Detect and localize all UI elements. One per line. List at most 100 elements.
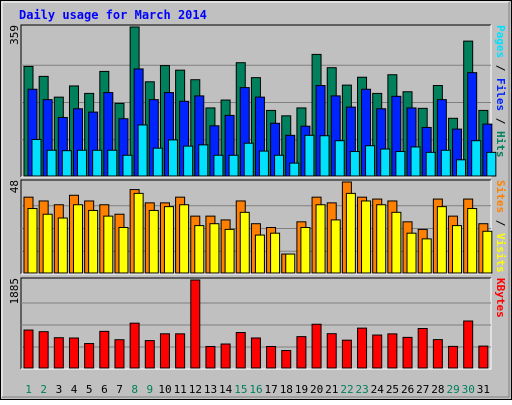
panel-edge-light-kbytes [21,278,492,370]
bar-sites-29 [452,225,463,274]
bar-sites-20 [315,204,326,274]
bar-kbytes-29 [448,345,459,369]
bar-pages-15 [243,142,254,177]
bar-kbytes-14 [220,343,231,369]
bar-pages-19 [304,134,315,177]
x-tick-22: 22 [340,383,353,396]
x-tick-31: 31 [477,383,490,396]
bar-kbytes-27 [417,328,428,369]
bar-kbytes-18 [281,350,292,369]
bar-pages-8 [137,124,148,177]
bar-pages-30 [471,140,482,177]
x-tick-30: 30 [462,383,475,396]
panel-edge-dark-hits [20,24,491,177]
bar-sites-3 [57,217,68,274]
bar-sites-21 [330,219,341,274]
bar-sites-12 [194,225,205,274]
series-sites [27,192,493,274]
x-tick-17: 17 [265,383,278,396]
bar-kbytes-12 [190,279,201,369]
bar-sites-26 [406,232,417,274]
x-tick-19: 19 [295,383,308,396]
bar-kbytes-10 [159,333,170,369]
x-tick-26: 26 [401,383,414,396]
x-tick-18: 18 [280,383,293,396]
bar-kbytes-26 [402,336,413,369]
x-tick-6: 6 [101,383,108,396]
bar-kbytes-16 [250,337,261,369]
bar-sites-23 [361,200,372,274]
x-tick-12: 12 [189,383,202,396]
bar-sites-27 [421,238,432,274]
bar-sites-8 [133,192,144,274]
x-tick-8: 8 [131,383,138,396]
x-tick-14: 14 [219,383,233,396]
bar-sites-10 [163,206,174,274]
bar-kbytes-22 [341,339,352,369]
bar-sites-9 [148,209,159,274]
bar-sites-11 [179,204,190,274]
series-kbytes [23,279,489,369]
bar-kbytes-7 [114,339,125,369]
panel-edge-dark-kbytes [20,277,491,369]
bar-kbytes-4 [68,337,79,369]
x-tick-25: 25 [386,383,399,396]
bar-pages-29 [456,159,467,177]
bar-pages-4 [76,149,87,177]
chart-panels: 359 48 1885 [8,24,497,370]
legend-label-hits: Pages / Files / Hits [494,25,507,158]
bar-sites-5 [88,209,99,274]
x-tick-4: 4 [71,383,78,396]
x-tick-13: 13 [204,383,217,396]
legend-part-kbytes-0: KBytes [494,278,507,318]
bar-pages-18 [289,162,300,177]
legend-part-hits-0: Pages [494,25,507,58]
bar-sites-17 [270,232,281,274]
bar-pages-16 [258,150,269,177]
x-tick-24: 24 [371,383,385,396]
bar-kbytes-30 [463,320,474,369]
bar-pages-21 [334,140,345,177]
bar-pages-7 [122,154,133,177]
bar-kbytes-31 [478,345,489,369]
bar-kbytes-15 [235,332,246,369]
bar-kbytes-23 [357,327,368,369]
x-tick-1: 1 [25,383,32,396]
x-tick-9: 9 [147,383,154,396]
bar-pages-13 [213,154,224,177]
bar-sites-24 [376,204,387,274]
bar-sites-28 [436,206,447,274]
panel-hits: 359 [8,24,497,178]
panel-visits: 48 [8,179,493,275]
x-tick-29: 29 [446,383,459,396]
bar-pages-17 [274,154,285,177]
x-tick-7: 7 [116,383,123,396]
bar-pages-9 [152,147,163,177]
bar-kbytes-28 [432,339,443,369]
bar-pages-20 [319,135,330,177]
bar-kbytes-1 [23,329,34,369]
bar-pages-28 [440,149,451,177]
bar-pages-5 [92,149,103,177]
bar-kbytes-13 [205,345,216,369]
bar-kbytes-24 [372,334,383,369]
x-tick-27: 27 [416,383,429,396]
x-tick-23: 23 [356,383,369,396]
bar-sites-1 [27,208,38,274]
chart-title: Daily usage for March 2014 [19,8,207,22]
bar-pages-27 [425,151,436,177]
bar-kbytes-5 [84,343,95,369]
bar-sites-19 [300,227,311,274]
bar-kbytes-9 [144,340,155,369]
y-max-label-visits: 48 [8,180,21,193]
bar-kbytes-11 [175,333,186,369]
x-tick-28: 28 [431,383,444,396]
bar-sites-6 [103,215,114,274]
bar-kbytes-3 [53,337,64,369]
legend-part-visits-1: / [494,213,507,233]
legend-part-hits-1: / [494,58,507,78]
bar-pages-26 [410,146,421,177]
legend-part-visits-2: Visits [494,233,507,273]
panel-edge-light-hits [21,25,492,178]
x-tick-10: 10 [158,383,171,396]
